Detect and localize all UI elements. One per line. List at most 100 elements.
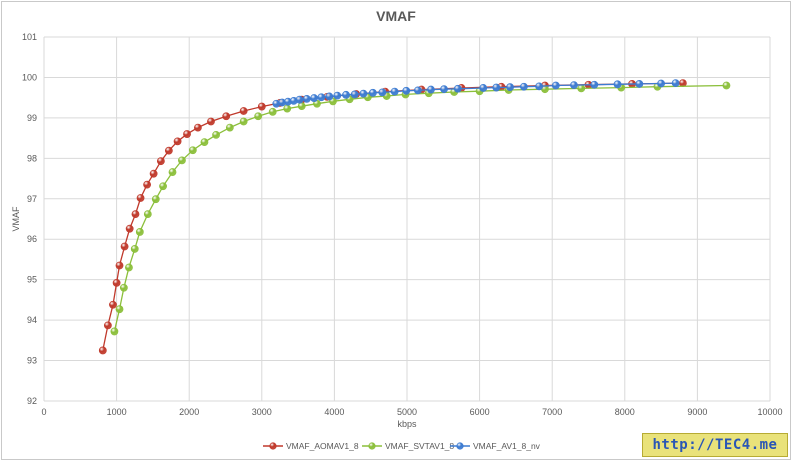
data-point-VMAF_SVTAV1_8	[283, 104, 292, 113]
y-tick-label: 98	[27, 153, 37, 163]
data-point-VMAF_AOMAV1_8	[194, 123, 202, 132]
y-tick-label: 93	[27, 356, 37, 366]
y-tick-label: 94	[27, 315, 37, 325]
series-line-VMAF_AOMAV1_8	[102, 82, 683, 351]
data-point-VMAF_SVTAV1_8	[188, 146, 197, 155]
y-tick-label: 97	[27, 194, 37, 204]
data-point-VMAF_AV1_8_nv	[359, 89, 368, 98]
data-point-VMAF_AV1_8_nv	[551, 81, 560, 90]
data-point-VMAF_AOMAV1_8	[115, 261, 124, 270]
data-point-VMAF_SVTAV1_8	[143, 210, 152, 219]
chart-title: VMAF	[376, 8, 416, 24]
x-tick-label: 8000	[615, 407, 635, 417]
data-point-VMAF_AOMAV1_8	[156, 157, 165, 166]
data-point-VMAF_AV1_8_nv	[535, 82, 544, 91]
data-point-VMAF_AV1_8_nv	[390, 87, 399, 96]
data-point-VMAF_SVTAV1_8	[212, 130, 220, 139]
data-point-VMAF_AV1_8_nv	[378, 88, 387, 97]
x-tick-label: 10000	[757, 407, 782, 417]
y-tick-label: 92	[27, 396, 37, 406]
data-point-VMAF_AOMAV1_8	[136, 194, 145, 202]
data-point-VMAF_SVTAV1_8	[135, 228, 144, 236]
data-point-VMAF_SVTAV1_8	[200, 138, 209, 147]
data-point-VMAF_AV1_8_nv	[440, 85, 448, 94]
x-tick-label: 3000	[252, 407, 272, 417]
data-point-VMAF_SVTAV1_8	[119, 283, 128, 292]
x-axis-label: kbps	[397, 419, 417, 429]
data-point-VMAF_AV1_8_nv	[671, 79, 680, 88]
data-point-VMAF_AV1_8_nv	[492, 83, 501, 92]
legend-label-VMAF_SVTAV1_8: VMAF_SVTAV1_8	[385, 441, 454, 451]
legend-label-VMAF_AOMAV1_8: VMAF_AOMAV1_8	[286, 441, 359, 451]
data-point-VMAF_SVTAV1_8	[268, 107, 277, 116]
y-tick-label: 101	[22, 32, 37, 42]
legend-marker-VMAF_AOMAV1_8	[269, 442, 277, 450]
data-point-VMAF_SVTAV1_8	[168, 168, 177, 176]
x-tick-label: 5000	[397, 407, 417, 417]
data-point-VMAF_AOMAV1_8	[149, 169, 158, 178]
watermark-badge: http://TEC4.me	[642, 433, 788, 457]
data-point-VMAF_AV1_8_nv	[350, 90, 359, 99]
data-point-VMAF_AV1_8_nv	[519, 82, 528, 91]
y-tick-label: 99	[27, 113, 37, 123]
y-tick-label: 100	[22, 72, 37, 82]
data-point-VMAF_SVTAV1_8	[159, 182, 167, 191]
data-point-VMAF_SVTAV1_8	[151, 195, 160, 204]
data-point-VMAF_AV1_8_nv	[506, 83, 514, 92]
x-tick-label: 7000	[542, 407, 562, 417]
data-point-VMAF_AV1_8_nv	[333, 91, 342, 100]
legend-marker-VMAF_SVTAV1_8	[368, 442, 376, 450]
data-point-VMAF_AV1_8_nv	[295, 95, 304, 104]
y-tick-label: 96	[27, 234, 37, 244]
data-point-VMAF_SVTAV1_8	[125, 263, 133, 272]
data-point-VMAF_AV1_8_nv	[590, 80, 599, 89]
data-point-VMAF_SVTAV1_8	[110, 327, 119, 336]
data-point-VMAF_AOMAV1_8	[239, 107, 248, 115]
x-tick-label: 1000	[107, 407, 127, 417]
data-point-VMAF_AV1_8_nv	[570, 81, 578, 90]
data-point-VMAF_AOMAV1_8	[112, 279, 121, 287]
data-point-VMAF_AOMAV1_8	[131, 210, 140, 219]
data-point-VMAF_AOMAV1_8	[143, 180, 151, 189]
data-point-VMAF_AV1_8_nv	[325, 92, 334, 101]
data-point-VMAF_AOMAV1_8	[98, 346, 107, 355]
data-point-VMAF_SVTAV1_8	[297, 102, 306, 111]
data-point-VMAF_SVTAV1_8	[178, 156, 186, 165]
data-point-VMAF_AOMAV1_8	[173, 137, 182, 146]
legend-marker-VMAF_AV1_8_nv	[456, 442, 464, 450]
data-point-VMAF_AOMAV1_8	[257, 102, 266, 111]
data-point-VMAF_AOMAV1_8	[164, 146, 173, 155]
data-point-VMAF_SVTAV1_8	[225, 123, 234, 132]
data-point-VMAF_AV1_8_nv	[479, 84, 488, 92]
data-point-VMAF_SVTAV1_8	[254, 112, 263, 121]
data-point-VMAF_AV1_8_nv	[342, 90, 350, 99]
data-point-VMAF_AV1_8_nv	[302, 94, 311, 103]
data-point-VMAF_AV1_8_nv	[427, 85, 435, 94]
y-axis-label: VMAF	[11, 206, 21, 232]
data-point-VMAF_AV1_8_nv	[657, 79, 665, 88]
x-tick-label: 9000	[687, 407, 707, 417]
x-tick-label: 2000	[179, 407, 199, 417]
data-point-VMAF_AOMAV1_8	[125, 224, 134, 233]
data-point-VMAF_AV1_8_nv	[635, 80, 644, 88]
data-point-VMAF_AV1_8_nv	[402, 86, 411, 95]
data-point-VMAF_AV1_8_nv	[368, 88, 377, 97]
x-tick-label: 6000	[470, 407, 490, 417]
data-point-VMAF_AOMAV1_8	[222, 112, 231, 121]
data-point-VMAF_AV1_8_nv	[613, 80, 622, 89]
data-point-VMAF_AOMAV1_8	[120, 242, 129, 251]
data-point-VMAF_AV1_8_nv	[413, 86, 422, 95]
data-point-VMAF_SVTAV1_8	[239, 117, 248, 126]
data-point-VMAF_SVTAV1_8	[130, 245, 139, 253]
data-point-VMAF_SVTAV1_8	[115, 305, 124, 314]
data-point-VMAF_SVTAV1_8	[577, 84, 586, 93]
data-point-VMAF_SVTAV1_8	[722, 81, 731, 90]
data-point-VMAF_AOMAV1_8	[109, 300, 117, 309]
data-point-VMAF_AV1_8_nv	[453, 84, 462, 93]
data-point-VMAF_AOMAV1_8	[207, 117, 215, 126]
series-line-VMAF_SVTAV1_8	[113, 84, 727, 332]
data-point-VMAF_AV1_8_nv	[310, 94, 318, 102]
y-tick-label: 95	[27, 275, 37, 285]
x-tick-label: 0	[41, 407, 46, 417]
